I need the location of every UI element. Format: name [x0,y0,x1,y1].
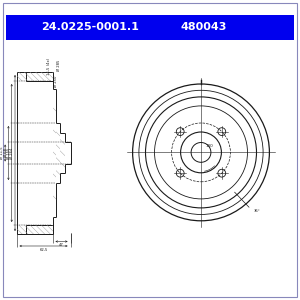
Text: 480043: 480043 [181,22,227,32]
Text: Ø 250: Ø 250 [54,76,58,87]
Text: 24.0225-0001.1: 24.0225-0001.1 [41,22,139,32]
Text: Ø 68: Ø 68 [4,148,8,158]
Text: 36°: 36° [254,209,261,213]
Text: 100: 100 [206,144,213,148]
Text: 47: 47 [59,243,64,247]
Text: Ø 264: Ø 264 [10,147,14,159]
Text: 14,5 (4x): 14,5 (4x) [47,58,51,75]
FancyBboxPatch shape [6,15,294,40]
Text: Ø 285: Ø 285 [57,59,61,70]
Text: Ø 11.5: Ø 11.5 [0,147,4,159]
Text: 62,5: 62,5 [39,248,48,252]
Text: Ø 155: Ø 155 [7,147,11,159]
